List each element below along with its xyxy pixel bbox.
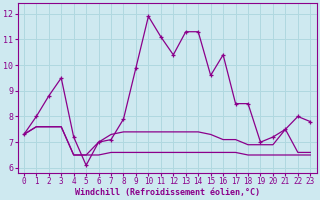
X-axis label: Windchill (Refroidissement éolien,°C): Windchill (Refroidissement éolien,°C) (75, 188, 260, 197)
